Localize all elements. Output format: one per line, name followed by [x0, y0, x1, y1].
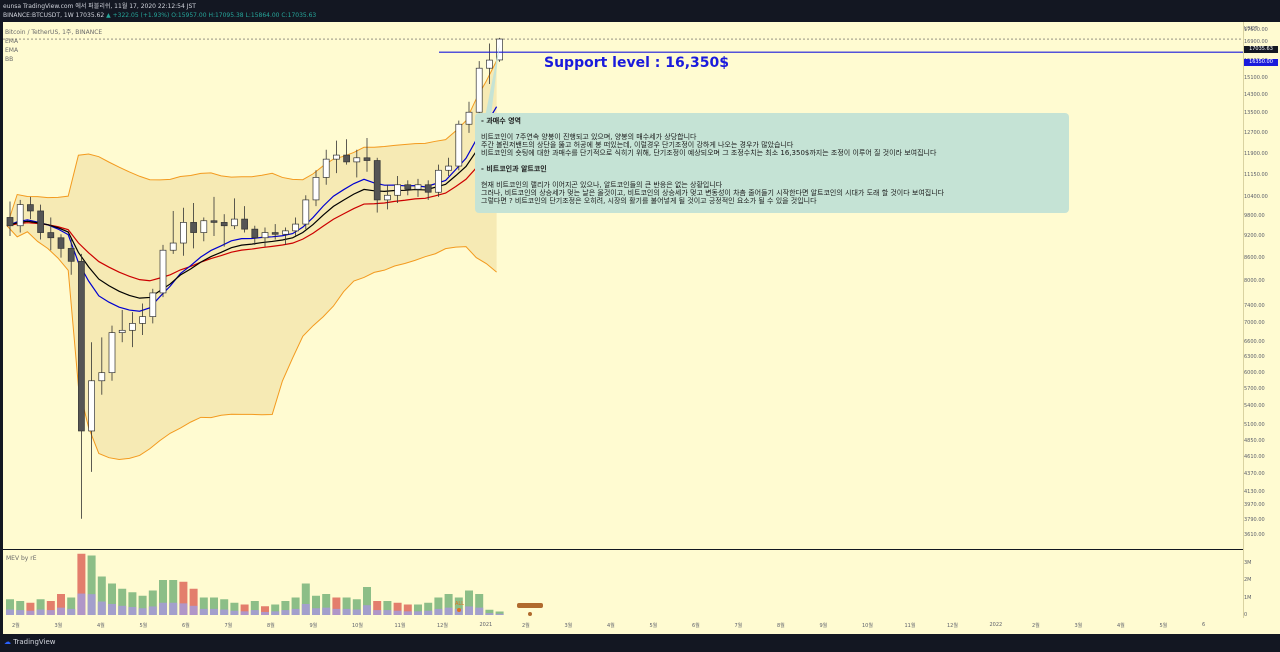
- volume-tick-label: 2M: [1244, 577, 1252, 583]
- brand-name: TradingView: [13, 638, 56, 646]
- time-tick-label: 7월: [224, 623, 233, 629]
- legend-bb[interactable]: BB: [5, 56, 14, 63]
- legend-title: Bitcoin / TetherUS, 1주, BINANCE: [5, 29, 103, 36]
- note-line: 현재 비트코인의 랠리가 이어지곤 있으나, 알트코인들의 큰 반응은 없는 상…: [481, 181, 723, 189]
- tradingview-icon: ☁: [4, 638, 11, 646]
- time-tick-label: 6월: [692, 623, 700, 629]
- symbol-label: BINANCE:BTCUSDT, 1W 17035.62: [3, 12, 105, 19]
- volume-tick-label: 3M: [1244, 559, 1252, 566]
- time-tick-label: 7월: [734, 623, 743, 629]
- time-tick-label: 10월: [352, 623, 363, 629]
- note-line: 주간 볼린저밴드의 상단을 뚫고 허공에 봉 떠있는데, 이럴경우 단기조정이 …: [481, 141, 794, 149]
- time-tick-label: 6: [1202, 622, 1206, 628]
- time-tick-label: 2월: [12, 623, 20, 629]
- time-tick-label: 10월: [862, 623, 873, 629]
- price-tick-label: 4850.00: [1244, 437, 1265, 444]
- time-tick-label: 2022: [989, 622, 1003, 628]
- price-tick-label: 3970.00: [1244, 501, 1265, 508]
- price-tick-label: 6300.00: [1244, 354, 1265, 361]
- time-tick-label: 2021: [479, 622, 493, 628]
- volume-pane[interactable]: [3, 550, 1243, 618]
- volume-tick-label: 0: [1244, 612, 1248, 618]
- price-tick-label: 4130.00: [1244, 489, 1265, 496]
- volume-indicator-label[interactable]: MEV by rE: [6, 555, 37, 562]
- price-tick-label: 8000.00: [1244, 277, 1265, 284]
- time-tick-label: 3월: [564, 623, 573, 629]
- time-tick-label: 5월: [1159, 623, 1168, 629]
- note-line: 그렇다면 ? 비트코인의 단기조정은 오히려, 시장의 활기를 불어넣게 될 것…: [481, 197, 817, 205]
- volume-tick-label: 1M: [1244, 594, 1252, 601]
- note-line: 비트코인의 숏팅에 대한 과매수를 단기적으로 식히기 위해, 단기조정이 예상…: [481, 149, 937, 157]
- time-tick-label: 8월: [777, 623, 785, 629]
- price-tick-label: 11900.00: [1244, 150, 1268, 157]
- time-tick-label: 5월: [649, 623, 658, 629]
- price-axis[interactable]: [1243, 22, 1280, 618]
- price-tick-label: 16900.00: [1244, 38, 1268, 45]
- price-chart-pane[interactable]: [3, 22, 1243, 549]
- price-tick-label: 6000.00: [1244, 369, 1265, 376]
- price-tick-label: 4610.00: [1244, 453, 1265, 460]
- legend-ema2[interactable]: EMA: [5, 47, 19, 54]
- chart-header: eunsa TradingView.com 에서 퍼블리쉬, 11월 17, 2…: [0, 0, 1280, 22]
- time-tick-label: 3월: [1074, 623, 1083, 629]
- price-tick-label: 12700.00: [1244, 129, 1268, 136]
- price-tick-label: 8600.00: [1244, 254, 1265, 261]
- price-tick-label: 10400.00: [1244, 193, 1268, 200]
- time-tick-label: 4월: [607, 623, 615, 629]
- price-axis-currency: USDT: [1244, 26, 1258, 32]
- chart-legend: Bitcoin / TetherUS, 1주, BINANCE EMA EMA …: [5, 28, 102, 64]
- price-tick-label: 5700.00: [1244, 386, 1265, 393]
- note-line: - 과매수 영역: [481, 117, 521, 125]
- ohlc-values: O:15957.00 H:17095.38 L:15864.00 C:17035…: [171, 12, 317, 19]
- price-tick-label: 9200.00: [1244, 233, 1265, 239]
- price-change: ▲ +322.05 (+1.93%): [106, 12, 170, 19]
- price-tick-label: 14300.00: [1244, 91, 1268, 98]
- price-tick-label: 17500.00: [1244, 27, 1268, 34]
- price-tick-label: 5400.00: [1244, 403, 1265, 410]
- price-tick-label: 4370.00: [1244, 471, 1265, 478]
- price-tick-label: 6600.00: [1244, 339, 1265, 346]
- support-price-tag: 16350.00: [1244, 59, 1278, 66]
- current-price-tag: 17035.63: [1244, 46, 1278, 53]
- time-tick-label: 8월: [267, 623, 275, 629]
- note-line: 그러나, 비트코인의 상승세가 멎는 날은 올것이고, 비트코인의 상승세가 멎…: [481, 189, 945, 197]
- time-tick-label: 3월: [54, 623, 63, 629]
- price-tick-label: 5100.00: [1244, 421, 1265, 428]
- price-tick-label: 3790.00: [1244, 516, 1265, 523]
- note-line: 비트코인이 7주연속 양봉이 진행되고 있으며, 양봉의 매수세가 상당합니다: [481, 133, 697, 141]
- time-axis[interactable]: [3, 618, 1280, 634]
- price-tick-label: 11150.00: [1244, 171, 1268, 178]
- support-level-label: Support level : 16,350$: [542, 55, 732, 71]
- time-tick-label: 12월: [947, 623, 958, 629]
- time-tick-label: 4월: [97, 623, 105, 629]
- tradingview-logo[interactable]: ☁ TradingView: [4, 638, 56, 646]
- time-tick-label: 9월: [819, 623, 828, 629]
- analysis-note[interactable]: - 과매수 영역 비트코인이 7주연속 양봉이 진행되고 있으며, 양봉의 매수…: [475, 113, 1069, 213]
- footer-bar: ☁ TradingView: [0, 634, 1280, 652]
- price-tick-label: 15100.00: [1244, 74, 1268, 81]
- publish-info: eunsa TradingView.com 에서 퍼블리쉬, 11월 17, 2…: [3, 3, 196, 10]
- time-tick-label: 4월: [1117, 623, 1125, 629]
- price-tick-label: 9800.00: [1244, 212, 1265, 219]
- time-tick-label: 11월: [394, 623, 406, 629]
- price-tick-label: 7000.00: [1244, 320, 1265, 327]
- time-tick-label: 12월: [437, 623, 448, 629]
- price-tick-label: 13500.00: [1244, 110, 1268, 117]
- note-line: - 비트코인과 알트코인: [481, 165, 547, 173]
- time-tick-label: 9월: [309, 623, 318, 629]
- time-tick-label: 2월: [1032, 623, 1040, 629]
- time-tick-label: 5월: [139, 623, 148, 629]
- symbol-ohlc-line: BINANCE:BTCUSDT, 1W 17035.62 ▲ +322.05 (…: [3, 11, 316, 20]
- time-tick-label: 6월: [182, 623, 190, 629]
- time-tick-label: 2월: [522, 623, 530, 629]
- price-tick-label: 7400.00: [1244, 302, 1265, 309]
- legend-ema1[interactable]: EMA: [5, 38, 19, 45]
- time-tick-label: 11월: [904, 623, 916, 629]
- price-tick-label: 3610.00: [1244, 532, 1265, 539]
